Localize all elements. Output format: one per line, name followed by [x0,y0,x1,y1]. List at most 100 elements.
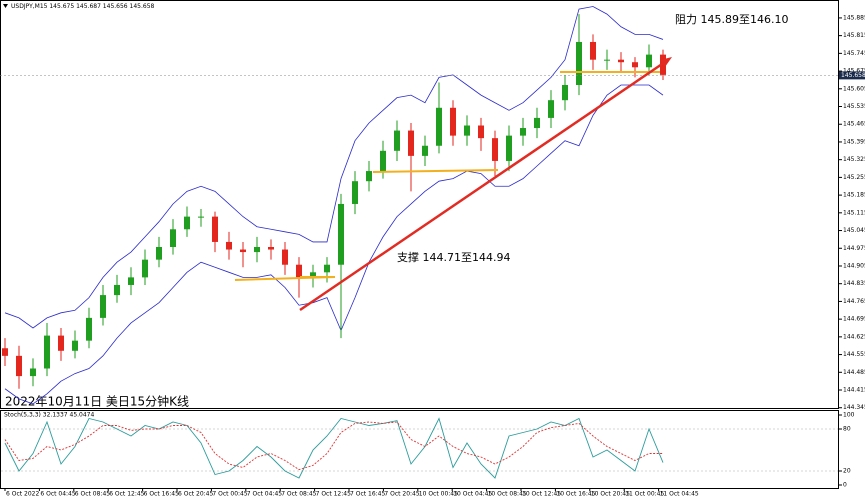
x-tick-label: 7 Oct 16:45 [350,491,385,498]
candle-body [464,125,470,136]
candle-body [520,128,526,136]
x-tick-label: 6 Oct 16:45 [144,491,179,498]
candle-body [58,335,64,351]
candle-body [506,135,512,161]
x-tick-label: 7 Oct 12:45 [316,491,351,498]
y-tick-label: 145.255 [843,174,865,181]
candle-body [170,229,176,247]
x-tick-label: 6 Oct 04:45 [40,491,75,498]
y-tick-label: 145.395 [843,138,865,145]
drawn-line [299,58,669,312]
y-tick-label: 144.555 [843,351,865,358]
y-tick-label: 144.905 [843,262,865,269]
y-tick-label: 144.625 [843,333,865,340]
candle-body [30,368,36,377]
chart-caption: 2022年10月11日 美日15分钟K线 [5,394,189,409]
x-tick-label: 10 Oct 08:45 [488,491,527,498]
x-tick-label: 7 Oct 00:45 [212,491,247,498]
candle-body [240,249,246,253]
price-tag: 145.658 [841,72,865,79]
candle-body [156,247,162,260]
candle-body [604,59,610,61]
y-tick-label: 145.605 [843,85,865,92]
candle-body [282,249,288,265]
candle-body [2,348,8,356]
candle-body [198,216,204,218]
stoch-title: Stoch(5,3,3) 32.1337 45.0474 [4,412,95,419]
y-tick-label: 145.185 [843,192,865,199]
candle-body [436,107,442,146]
candle-body [646,54,652,68]
price-tag-bg [839,71,865,80]
candle-body [380,150,386,172]
candle-body [226,241,232,250]
candle-body [562,85,568,101]
y-tick-label: 0 [843,482,847,489]
y-tick-label: 144.485 [843,369,865,376]
candle-body [576,41,582,85]
x-tick-label: 10 Oct 12:45 [522,491,561,498]
candle-body [44,335,50,369]
y-tick-label: 144.345 [843,404,865,411]
chart-title: USDJPY,M15 145.675 145.687 145.656 145.6… [11,3,155,10]
x-tick-label: 10 Oct 04:45 [453,491,492,498]
y-tick-label: 145.675 [843,68,865,75]
candle-body [352,181,358,204]
y-tick-label: 145.045 [843,227,865,234]
candle-body [478,125,484,139]
main-frame [0,0,839,409]
candle-body [268,247,274,250]
candle-body [72,340,78,351]
support-label: 支撑 144.71至144.94 [397,250,510,264]
candle-body [296,264,302,278]
y-tick-label: 144.765 [843,298,865,305]
candle-body [548,100,554,118]
candle-body [142,259,148,278]
x-tick-label: 10 Oct 00:45 [419,491,458,498]
drawn-line [372,169,499,173]
x-tick-label: 11 Oct 04:45 [660,491,699,498]
x-tick-label: 10 Oct 20:45 [591,491,630,498]
y-tick-label: 144.975 [843,245,865,252]
candle-body [618,59,624,63]
stoch-frame [0,410,839,489]
arrow-head [660,57,672,67]
y-tick-label: 145.115 [843,209,865,216]
y-tick-label: 145.325 [843,156,865,163]
candle-body [338,203,344,265]
candle-body [450,107,456,136]
y-tick-label: 100 [843,412,855,419]
candle-body [128,277,134,285]
x-tick-label: 7 Oct 04:45 [247,491,282,498]
stoch-line [4,421,663,471]
candle-body [114,284,120,296]
x-tick-label: 10 Oct 16:45 [556,491,595,498]
y-tick-label: 145.815 [843,32,865,39]
candle-body [590,41,596,60]
candle-body [324,264,330,273]
candle-body [254,247,260,253]
x-tick-label: 7 Oct 20:45 [384,491,419,498]
bollinger-band [4,84,664,405]
candle-body [100,295,106,318]
candle-body [632,62,638,68]
stoch-line [4,417,664,479]
candle-body [422,145,428,156]
candle-body [492,138,498,161]
candle-body [394,130,400,151]
x-tick-label: 7 Oct 08:45 [281,491,316,498]
y-tick-label: 144.835 [843,280,865,287]
resistance-label: 阻力 145.89至146.10 [675,13,788,26]
candle-body [408,130,414,156]
y-tick-label: 144.415 [843,387,865,394]
candle-body [310,272,316,278]
y-tick-label: 144.695 [843,316,865,323]
y-tick-label: 20 [843,468,851,475]
candle-body [212,216,218,242]
candle-body [184,216,190,230]
x-tick-label: 6 Oct 2022 [6,491,39,498]
x-tick-label: 11 Oct 00:45 [625,491,664,498]
y-tick-label: 145.465 [843,121,865,128]
